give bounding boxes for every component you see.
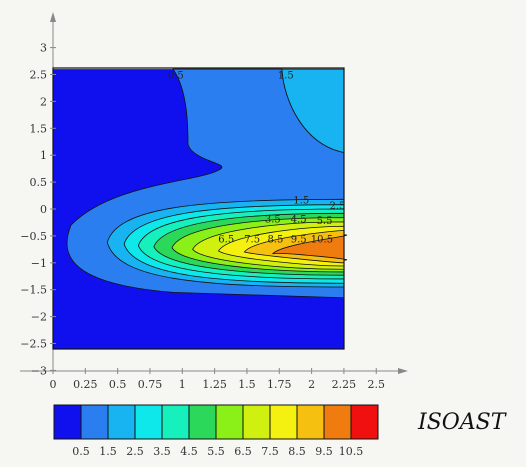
x-tick-label: 2: [308, 378, 315, 391]
legend-swatch: [107, 404, 136, 440]
y-tick-label: −1: [31, 257, 47, 270]
legend-label: 10.5: [339, 445, 364, 458]
legend-swatch: [134, 404, 163, 440]
legend-label: 1.5: [99, 445, 117, 458]
y-tick-label: 1.5: [30, 122, 48, 135]
contour-labels: 0.5 1.5 1.5 2.5 3.5 4.5 5.5 6.5 7.5 8.5 9.5 10.5: [168, 71, 346, 246]
legend-label: 6.5: [234, 445, 252, 458]
contour-fills: [53, 68, 348, 349]
contour-label: 0.5: [168, 71, 184, 82]
x-tick-label: 0.25: [73, 378, 98, 391]
contour-band-10: [271, 234, 348, 261]
y-tick-label: −1.5: [20, 284, 47, 297]
x-tick-label: 0.75: [138, 378, 163, 391]
y-tick-label: −2.5: [20, 338, 47, 351]
contour-label: 5.5: [317, 216, 333, 227]
legend-label: 8.5: [288, 445, 306, 458]
legend-label: 2.5: [126, 445, 144, 458]
x-tick-label: 0.5: [109, 378, 127, 391]
legend-swatch: [296, 404, 325, 440]
contour-label: 1.5: [278, 71, 294, 82]
legend-label: 3.5: [153, 445, 171, 458]
legend-label: 5.5: [207, 445, 225, 458]
contour-label: 9.5: [291, 235, 307, 246]
x-tick-label: 1.25: [202, 378, 227, 391]
x-tick-label: 0: [50, 378, 57, 391]
legend-swatch: [323, 404, 352, 440]
contour-label: 3.5: [265, 215, 281, 226]
y-tick-label: −2: [31, 311, 47, 324]
x-tick-label: 2.5: [368, 378, 386, 391]
contour-label: 6.5: [218, 235, 234, 246]
contour-label: 1.5: [293, 195, 309, 206]
x-tick-label: 1: [179, 378, 186, 391]
legend-label: 9.5: [315, 445, 333, 458]
legend-swatch: [350, 404, 379, 440]
contour-label: 8.5: [267, 235, 283, 246]
x-tick-label: 1.75: [267, 378, 292, 391]
contour-label: 4.5: [291, 215, 307, 226]
y-tick-label: −3: [31, 364, 47, 377]
x-axis-arrow: [398, 368, 408, 374]
y-axis-arrow: [50, 12, 56, 22]
y-tick-label: −0.5: [20, 230, 47, 243]
contour-label: 2.5: [330, 201, 346, 212]
legend-swatch: [242, 404, 271, 440]
contour-label: 10.5: [311, 235, 333, 246]
legend-label: 7.5: [261, 445, 279, 458]
y-ticks: −3 −2.5 −2 −1.5 −1 −0.5 0 0.5 1 1.5 2 2.5 3: [20, 42, 56, 377]
contour-chart: 0 0.25 0.5 0.75 1 1.25 1.5 1.75 2 2.25 2.5 −3−2.5−…: [20, 12, 408, 391]
y-tick-label: 1: [40, 149, 47, 162]
legend-swatch: [215, 404, 244, 440]
legend-swatch: [188, 404, 217, 440]
y-tick-label: 2: [40, 95, 47, 108]
x-tick-label: 2.25: [332, 378, 357, 391]
legend-label: 0.5: [72, 445, 90, 458]
contour-label: 7.5: [244, 235, 260, 246]
legend-swatch: [269, 404, 298, 440]
legend-title: ISOAST: [418, 410, 506, 435]
legend-swatch: [161, 404, 190, 440]
x-tick-label: 1.5: [238, 378, 256, 391]
y-tick-label: 0.5: [30, 176, 48, 189]
legend-swatch: [80, 404, 109, 440]
legend-label: 4.5: [180, 445, 198, 458]
y-tick-label: 2.5: [30, 69, 48, 82]
y-tick-label: 3: [40, 42, 47, 55]
x-ticks: 0 0.25 0.5 0.75 1 1.25 1.5 1.75 2 2.25 2.5: [50, 368, 386, 391]
legend-swatch: [53, 404, 82, 440]
y-tick-label: 0: [40, 203, 47, 216]
